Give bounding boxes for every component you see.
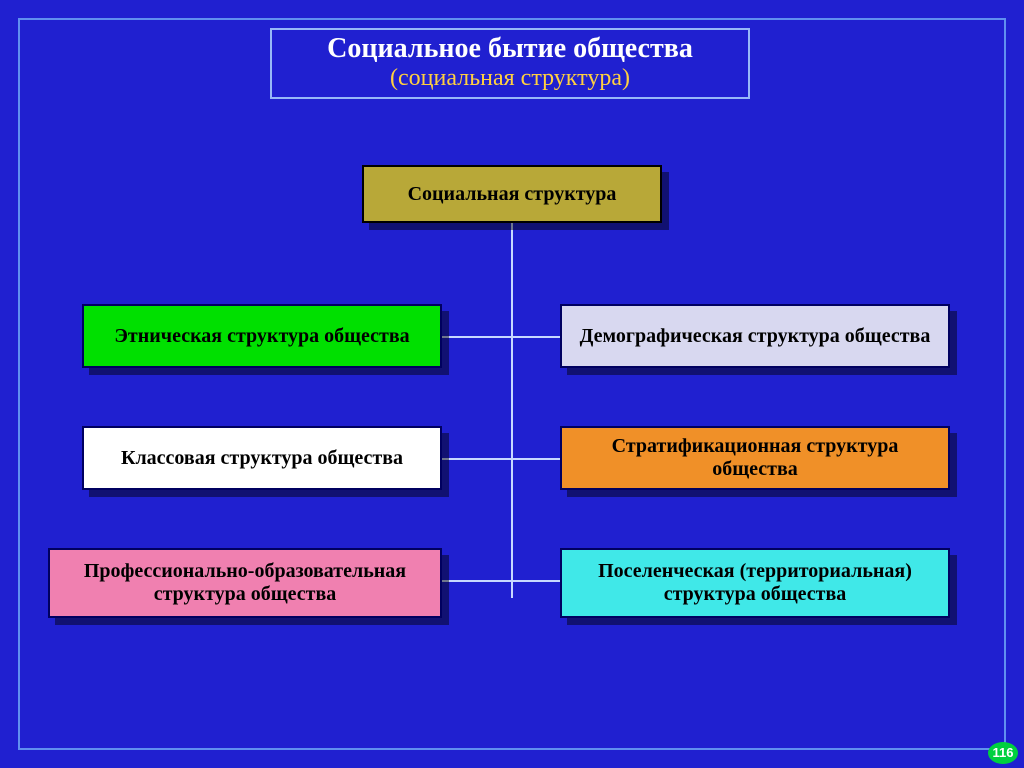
page-number: 116 [988,742,1018,764]
child-node: Классовая структура общества [82,426,442,490]
child-node: Профессионально-образовательная структур… [48,548,442,618]
connector-line [511,458,560,460]
title-main: Социальное бытие общества [282,34,738,65]
connector-line [442,336,511,338]
connector-line [442,580,511,582]
connector-line [511,580,560,582]
child-node: Демографическая структура общества [560,304,950,368]
connector-line [442,458,511,460]
connector-line [511,336,560,338]
title-box: Социальное бытие общества (социальная ст… [270,28,750,99]
child-node: Поселенческая (территориальная) структур… [560,548,950,618]
title-sub: (социальная структура) [282,65,738,91]
child-node: Этническая структура общества [82,304,442,368]
child-node: Стратификационная структура общества [560,426,950,490]
connector-line [511,223,513,598]
root-node: Социальная структура [362,165,662,223]
